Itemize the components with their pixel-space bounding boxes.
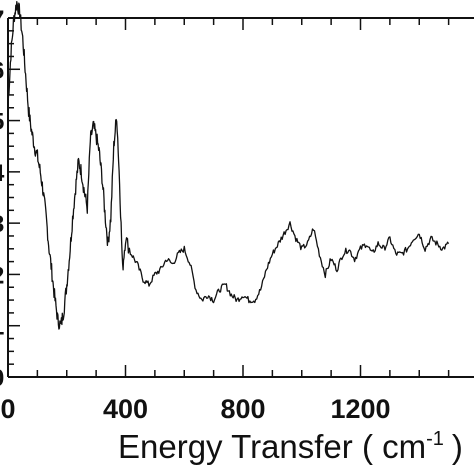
x-tick-label: 800: [220, 394, 265, 424]
x-axis-title: Energy Transfer ( cm-1): [118, 428, 463, 465]
x-tick-label: 0: [0, 394, 15, 424]
plot-frame: [7, 17, 474, 378]
y-tick-label: 7: [0, 6, 4, 33]
y-tick-label: 6: [0, 57, 4, 84]
x-axis-title-main: Energy Transfer ( cm: [118, 428, 426, 465]
y-tick-label: 1: [0, 314, 4, 341]
x-tick-label: 1200: [330, 394, 390, 424]
y-tick-label: 4: [0, 160, 5, 187]
series-layer: [7, 1, 450, 330]
y-tick-label: 2: [0, 262, 4, 289]
tick-labels: 0 400 800 1200 7 6 5 4 3 2 1 0: [0, 6, 391, 424]
x-axis-title-superscript: -1: [426, 428, 444, 450]
y-tick-label: 5: [0, 109, 4, 136]
x-axis-title-suffix: ): [452, 428, 463, 465]
ticks: [7, 17, 450, 378]
x-tick-label: 400: [103, 394, 148, 424]
y-tick-label: 3: [0, 211, 4, 238]
y-tick-label: 0: [0, 365, 4, 392]
series-line: [7, 1, 450, 330]
